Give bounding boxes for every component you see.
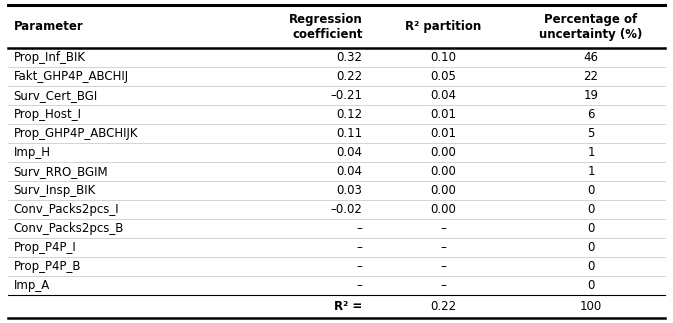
Text: –0.21: –0.21 [330, 89, 363, 102]
Text: –: – [440, 222, 446, 235]
Text: Surv_Cert_BGI: Surv_Cert_BGI [13, 89, 98, 102]
Text: 0.05: 0.05 [430, 70, 456, 83]
Text: Prop_GHP4P_ABCHIJK: Prop_GHP4P_ABCHIJK [13, 127, 138, 140]
Text: 5: 5 [588, 127, 595, 140]
Text: 0: 0 [588, 260, 595, 273]
Text: 6: 6 [588, 108, 595, 121]
Text: Imp_A: Imp_A [13, 279, 50, 292]
Text: R² =: R² = [334, 300, 363, 313]
Text: 0.00: 0.00 [430, 203, 456, 216]
Text: 0.04: 0.04 [336, 146, 363, 159]
Text: Regression
coefficient: Regression coefficient [289, 13, 363, 41]
Text: 0.03: 0.03 [336, 184, 363, 197]
Text: 0.01: 0.01 [430, 108, 456, 121]
Text: Imp_H: Imp_H [13, 146, 50, 159]
Text: –: – [357, 222, 363, 235]
Text: 0.00: 0.00 [430, 184, 456, 197]
Text: 1: 1 [588, 165, 595, 178]
Text: 0.01: 0.01 [430, 127, 456, 140]
Text: –: – [440, 241, 446, 254]
Text: 19: 19 [583, 89, 598, 102]
Text: 0.11: 0.11 [336, 127, 363, 140]
Text: 0: 0 [588, 279, 595, 292]
Text: 0.22: 0.22 [430, 300, 456, 313]
Text: –0.02: –0.02 [330, 203, 363, 216]
Text: 0.00: 0.00 [430, 165, 456, 178]
Text: 0.12: 0.12 [336, 108, 363, 121]
Text: –: – [357, 260, 363, 273]
Text: Conv_Packs2pcs_B: Conv_Packs2pcs_B [13, 222, 124, 235]
Text: 0: 0 [588, 241, 595, 254]
Text: Fakt_GHP4P_ABCHIJ: Fakt_GHP4P_ABCHIJ [13, 70, 129, 83]
Text: 0: 0 [588, 203, 595, 216]
Text: –: – [357, 279, 363, 292]
Text: Surv_Insp_BIK: Surv_Insp_BIK [13, 184, 96, 197]
Text: 100: 100 [580, 300, 602, 313]
Text: 0.00: 0.00 [430, 146, 456, 159]
Text: Prop_P4P_B: Prop_P4P_B [13, 260, 81, 273]
Text: 0: 0 [588, 222, 595, 235]
Text: 0.22: 0.22 [336, 70, 363, 83]
Text: –: – [440, 260, 446, 273]
Text: Parameter: Parameter [13, 20, 83, 33]
Text: 0: 0 [588, 184, 595, 197]
Text: 0.32: 0.32 [336, 51, 363, 64]
Text: Prop_P4P_I: Prop_P4P_I [13, 241, 76, 254]
Text: –: – [357, 241, 363, 254]
Text: 0.04: 0.04 [336, 165, 363, 178]
Text: 1: 1 [588, 146, 595, 159]
Text: 0.10: 0.10 [430, 51, 456, 64]
Text: 22: 22 [583, 70, 598, 83]
Text: Percentage of
uncertainty (%): Percentage of uncertainty (%) [539, 13, 643, 41]
Text: 0.04: 0.04 [430, 89, 456, 102]
Text: –: – [440, 279, 446, 292]
Text: Prop_Inf_BIK: Prop_Inf_BIK [13, 51, 85, 64]
Text: Prop_Host_I: Prop_Host_I [13, 108, 81, 121]
Text: Conv_Packs2pcs_I: Conv_Packs2pcs_I [13, 203, 119, 216]
Text: 46: 46 [583, 51, 598, 64]
Text: R² partition: R² partition [405, 20, 481, 33]
Text: Surv_RRO_BGIM: Surv_RRO_BGIM [13, 165, 108, 178]
